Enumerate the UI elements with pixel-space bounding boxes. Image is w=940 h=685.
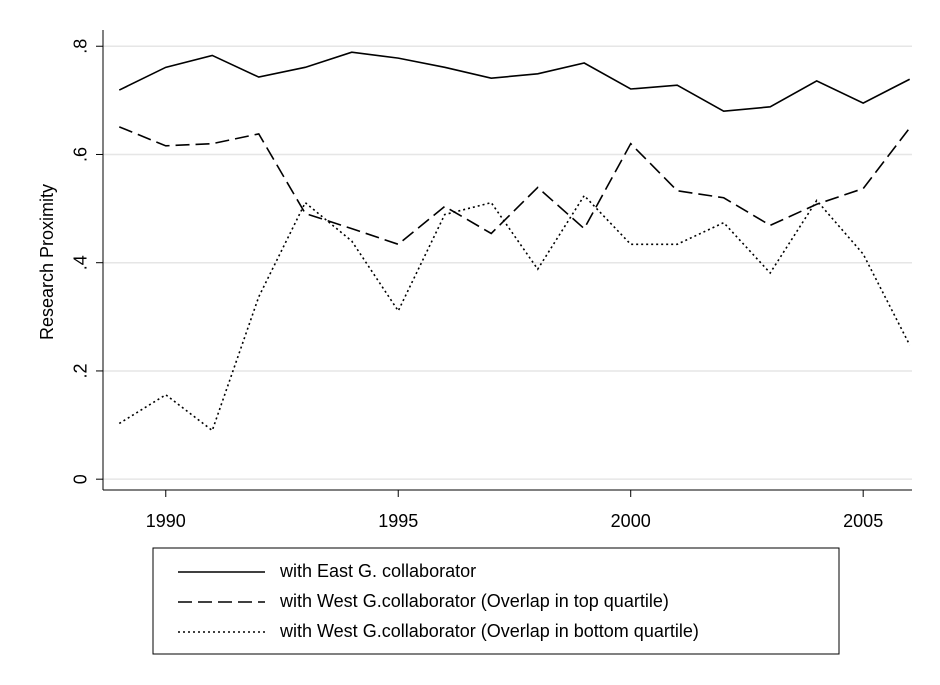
y-tick-label: .2	[71, 363, 91, 378]
legend-label: with West G.collaborator (Overlap in bot…	[279, 621, 699, 641]
series-line	[118, 194, 911, 432]
y-tick-label: .8	[71, 39, 91, 54]
series-line	[118, 51, 911, 112]
y-tick-label: .4	[71, 255, 91, 270]
y-tick-label: .6	[71, 147, 91, 162]
x-tick-label: 2005	[843, 511, 883, 531]
x-tick-label: 2000	[611, 511, 651, 531]
series-line	[118, 126, 911, 246]
legend-label: with West G.collaborator (Overlap in top…	[279, 591, 669, 611]
x-tick-label: 1995	[378, 511, 418, 531]
legend-box	[152, 547, 840, 655]
x-tick-label: 1990	[146, 511, 186, 531]
y-axis-label: Research Proximity	[37, 184, 57, 340]
y-tick-label: 0	[71, 474, 91, 484]
legend-label: with East G. collaborator	[279, 561, 476, 581]
